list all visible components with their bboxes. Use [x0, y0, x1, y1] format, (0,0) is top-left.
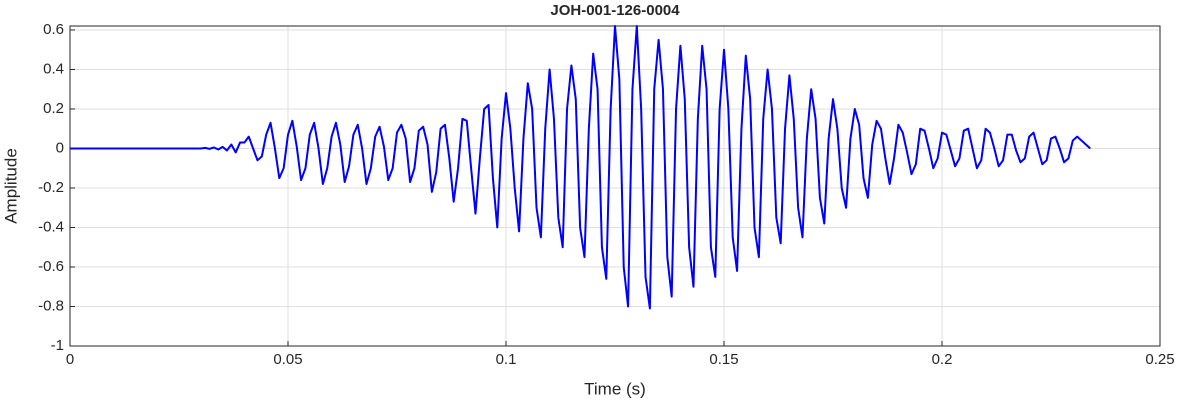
y-tick-label: 0.6	[43, 21, 64, 38]
x-axis-label: Time (s)	[584, 379, 646, 398]
x-tick-label: 0.15	[709, 351, 738, 368]
y-tick-label: 0.4	[43, 60, 64, 77]
y-tick-label: -0.6	[38, 258, 64, 275]
y-axis-label: Amplitude	[1, 148, 20, 224]
chart-title: JOH-001-126-0004	[550, 2, 680, 19]
y-tick-label: -0.2	[38, 179, 64, 196]
plot-area	[70, 26, 1160, 346]
y-tick-label: -0.4	[38, 218, 64, 235]
y-tick-label: 0	[56, 139, 64, 156]
x-tick-label: 0.2	[932, 351, 953, 368]
y-tick-label: 0.2	[43, 100, 64, 117]
x-tick-label: 0.1	[496, 351, 517, 368]
x-tick-label: 0.05	[273, 351, 302, 368]
y-tick-label: -0.8	[38, 297, 64, 314]
x-tick-label: 0	[66, 351, 74, 368]
waveform-line	[70, 25, 1091, 310]
y-tick-label: -1	[51, 337, 64, 354]
x-tick-label: 0.25	[1145, 351, 1174, 368]
